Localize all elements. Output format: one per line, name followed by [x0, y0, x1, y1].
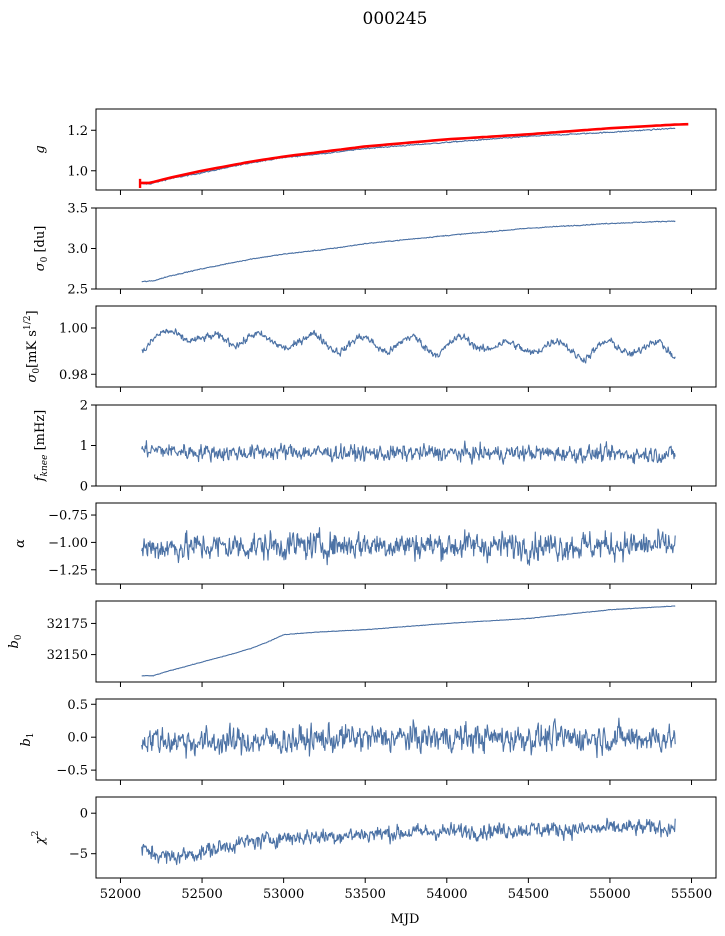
y-axis-title-part: [du]	[33, 226, 48, 257]
x-tick-label: 53500	[345, 887, 386, 902]
y-tick-label: −0.75	[48, 509, 88, 524]
y-tick-label: 0.5	[67, 698, 88, 713]
y-tick-label: 0	[80, 480, 88, 495]
panel-frame	[95, 600, 717, 683]
y-axis-title: g	[33, 145, 48, 153]
y-tick-label: 0.98	[59, 368, 88, 383]
y-axis-title: α	[13, 539, 28, 548]
y-axis-title-part: b	[7, 640, 22, 648]
y-axis-title-part: σ	[25, 373, 40, 383]
series-b1-line	[141, 717, 676, 759]
y-axis-title: σ0 [du]	[33, 226, 50, 272]
y-axis-title-part: 0	[32, 368, 42, 374]
panel-3: 0.98 1.00 σ0[mK s1/2]	[23, 305, 717, 392]
series-model-line	[140, 122, 689, 185]
panel-frame	[95, 207, 717, 290]
x-tick-label: 55000	[589, 887, 630, 902]
y-tick-label: −1.00	[48, 536, 88, 551]
y-axis-title-part: 0	[40, 256, 50, 262]
panel-frame	[95, 404, 717, 487]
y-axis-title-part: [mHz]	[33, 410, 48, 455]
panel-frame	[95, 698, 717, 781]
y-tick-label: 32175	[47, 617, 88, 632]
y-axis-title-part: σ	[33, 261, 48, 271]
y-tick-label: 1	[80, 439, 88, 454]
y-tick-label: −5	[69, 847, 88, 862]
y-axis-title-part: ]	[25, 310, 40, 315]
x-tick-label: 52500	[181, 887, 222, 902]
y-axis-title-part: b	[19, 738, 34, 746]
y-tick-label: 2	[80, 399, 88, 414]
series-b0-line	[141, 605, 676, 677]
panel-5: −1.25 −1.00 −0.75 α	[13, 502, 717, 589]
y-axis-title-part: 1/2	[23, 316, 33, 330]
figure-title: 000245	[363, 9, 428, 29]
y-tick-label: −0.5	[56, 764, 88, 779]
panel-7: −0.5 0.0 0.5 b1	[19, 698, 717, 785]
y-tick-label: 1.0	[67, 164, 88, 179]
panel-8: −5 0 52000 52500 53000 53500 54000 54500 55000 55…	[31, 796, 717, 902]
series-fknee-line	[141, 440, 676, 465]
panel-4: 0 1 2 fknee [mHz]	[33, 399, 717, 495]
y-axis-title-part: g	[33, 145, 48, 153]
x-tick-label: 55500	[671, 887, 712, 902]
panel-2: 2.5 3.0 3.5 σ0 [du]	[33, 202, 717, 298]
y-tick-label: 32150	[47, 648, 88, 663]
y-axis-title-part: [mK s	[25, 330, 40, 368]
y-axis-title-part: 2	[31, 831, 41, 837]
y-axis-title-part: 0	[14, 634, 24, 640]
panel-6: 32150 32175 b0	[7, 600, 717, 687]
y-tick-label: −1.25	[48, 563, 88, 578]
y-axis-title-part: χ	[33, 835, 48, 845]
y-tick-label: 1.2	[67, 124, 88, 139]
y-tick-label: 0	[80, 807, 88, 822]
panel-frame	[95, 796, 717, 879]
y-tick-label: 3.5	[67, 202, 88, 217]
x-tick-label: 53000	[263, 887, 304, 902]
y-axis-title: σ0[mK s1/2]	[23, 310, 42, 382]
y-axis-title-part: knee	[40, 455, 50, 477]
x-axis-title: MJD	[391, 912, 420, 927]
x-tick-label: 54000	[426, 887, 467, 902]
x-tick-label: 54500	[508, 887, 549, 902]
y-axis-title-part: 1	[26, 732, 36, 738]
y-axis-title: b0	[7, 634, 24, 648]
series-sigma0_mk-line	[141, 328, 676, 364]
series-chi2-line	[141, 817, 676, 866]
y-tick-label: 2.5	[67, 283, 88, 298]
panel-1: 1.0 1.2 g	[33, 108, 717, 195]
panel-frame	[95, 502, 717, 585]
y-axis-title: χ2	[31, 831, 48, 846]
y-axis-title-part: α	[13, 539, 28, 548]
y-tick-label: 1.00	[59, 321, 88, 336]
y-tick-label: 0.0	[67, 731, 88, 746]
y-axis-title: fknee [mHz]	[33, 410, 50, 483]
series-alpha-line	[141, 527, 676, 566]
series-g-line	[141, 127, 676, 185]
x-tick-label: 52000	[100, 887, 141, 902]
panel-frame	[95, 305, 717, 388]
y-tick-label: 3.0	[67, 242, 88, 257]
series-sigma0_du-line	[141, 220, 676, 283]
y-axis-title: b1	[19, 732, 36, 746]
panel-frame	[95, 108, 717, 191]
y-axis-title-part: f	[33, 474, 48, 482]
